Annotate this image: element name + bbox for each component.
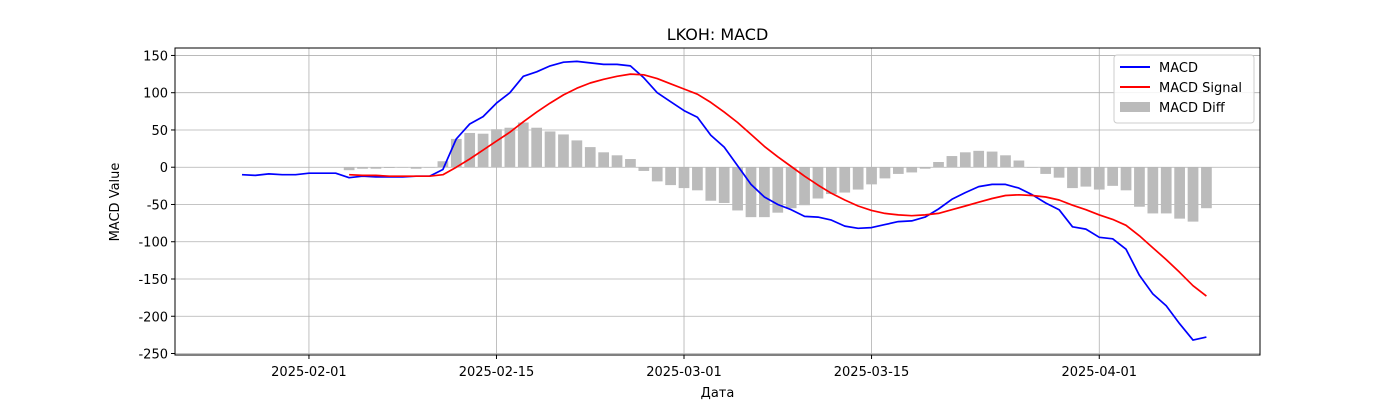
macd-diff-bar <box>879 167 891 179</box>
macd-diff-bar <box>357 167 368 169</box>
legend-diff-swatch <box>1120 102 1150 112</box>
x-tick-label: 2025-02-15 <box>459 365 535 380</box>
macd-diff-bar <box>759 167 770 218</box>
macd-diff-bar <box>370 167 382 169</box>
macd-diff-bar <box>424 167 435 168</box>
macd-diff-bar <box>397 167 409 168</box>
macd-diff-bar <box>959 152 971 168</box>
macd-diff-bar <box>812 167 824 199</box>
bars-layer <box>343 122 1212 222</box>
macd-diff-bar <box>906 167 918 173</box>
macd-signal-line <box>349 73 1207 297</box>
x-tick-label: 2025-03-01 <box>646 365 722 380</box>
x-tick-label: 2025-04-01 <box>1061 365 1137 380</box>
macd-diff-bar <box>718 167 730 203</box>
macd-diff-bar <box>1040 167 1052 174</box>
macd-diff-bar <box>1201 167 1212 209</box>
macd-diff-bar <box>1174 167 1185 219</box>
macd-diff-bar <box>651 167 663 182</box>
macd-diff-bar <box>531 127 543 168</box>
macd-diff-bar <box>558 134 569 168</box>
x-tick-label: 2025-03-15 <box>834 365 910 380</box>
macd-diff-bar <box>383 167 395 168</box>
lines-layer <box>241 60 1207 341</box>
macd-diff-bar <box>584 147 596 168</box>
macd-diff-bar <box>450 138 462 168</box>
macd-diff-bar <box>638 167 650 171</box>
legend-signal-label: MACD Signal <box>1159 81 1242 96</box>
y-tick-label: -100 <box>138 236 168 251</box>
macd-diff-bar <box>1120 167 1132 191</box>
macd-diff-bar <box>692 167 703 191</box>
macd-diff-bar <box>852 167 864 190</box>
y-tick-label: -250 <box>138 348 168 363</box>
macd-diff-bar <box>1067 167 1078 189</box>
y-tick-label: -150 <box>138 273 168 288</box>
macd-diff-bar <box>437 161 449 168</box>
macd-diff-bar <box>343 167 355 171</box>
macd-diff-bar <box>892 167 904 174</box>
plot-frame <box>174 47 1261 356</box>
macd-diff-bar <box>1160 167 1172 214</box>
macd-diff-bar <box>491 129 502 168</box>
macd-diff-bar <box>799 167 810 206</box>
macd-diff-bar <box>544 131 556 168</box>
macd-diff-bar <box>1080 167 1092 187</box>
macd-diff-bar <box>1013 160 1025 168</box>
macd-diff-bar <box>1147 167 1159 214</box>
macd-diff-bar <box>745 167 757 218</box>
y-tick-label: 100 <box>143 87 168 102</box>
macd-diff-bar <box>986 151 998 168</box>
macd-diff-bar <box>866 167 877 185</box>
macd-diff-bar <box>732 167 743 211</box>
macd-diff-bar <box>517 122 529 168</box>
y-tick-label: 0 <box>160 161 168 176</box>
macd-diff-bar <box>504 127 516 168</box>
x-axis-label: Дата <box>701 386 735 400</box>
x-tick-label: 2025-02-01 <box>271 365 347 380</box>
macd-diff-bar <box>1093 167 1105 190</box>
macd-diff-bar <box>1187 167 1199 222</box>
macd-diff-bar <box>1026 167 1038 168</box>
macd-diff-bar <box>772 167 784 213</box>
macd-diff-bar <box>785 167 797 209</box>
y-axis-label: MACD Value <box>108 163 123 242</box>
macd-diff-bar <box>1053 167 1065 178</box>
y-tick-label: 50 <box>151 124 168 139</box>
macd-diff-bar <box>611 155 623 168</box>
ticks-layer: 150 100 50 0 -50 -100 -150 -200 -250 2025-02-01 20… <box>138 49 1137 380</box>
macd-diff-bar <box>678 167 690 189</box>
macd-diff-bar <box>625 159 636 168</box>
macd-diff-bar <box>826 167 837 195</box>
chart-title: LKOH: MACD <box>667 25 769 44</box>
grid-layer <box>175 48 1260 355</box>
macd-diff-bar <box>1134 167 1145 207</box>
y-tick-label: -200 <box>138 310 168 325</box>
y-tick-label: 150 <box>143 49 168 64</box>
macd-diff-bar <box>946 156 958 168</box>
macd-diff-bar <box>839 167 851 193</box>
legend-macd-label: MACD <box>1159 61 1198 76</box>
macd-diff-bar <box>933 162 944 168</box>
macd-diff-bar <box>973 150 985 168</box>
macd-diff-bar <box>464 132 476 168</box>
macd-diff-bar <box>410 167 422 169</box>
macd-diff-bar <box>1107 167 1119 186</box>
macd-diff-bar <box>665 167 676 186</box>
legend-diff-label: MACD Diff <box>1159 101 1226 116</box>
y-tick-label: -50 <box>147 198 168 213</box>
macd-diff-bar <box>919 167 931 169</box>
macd-diff-bar <box>705 167 717 201</box>
macd-diff-bar <box>571 140 583 168</box>
macd-diff-bar <box>598 152 609 168</box>
macd-diff-bar <box>1000 155 1011 168</box>
legend: MACD MACD Signal MACD Diff <box>1113 54 1255 124</box>
